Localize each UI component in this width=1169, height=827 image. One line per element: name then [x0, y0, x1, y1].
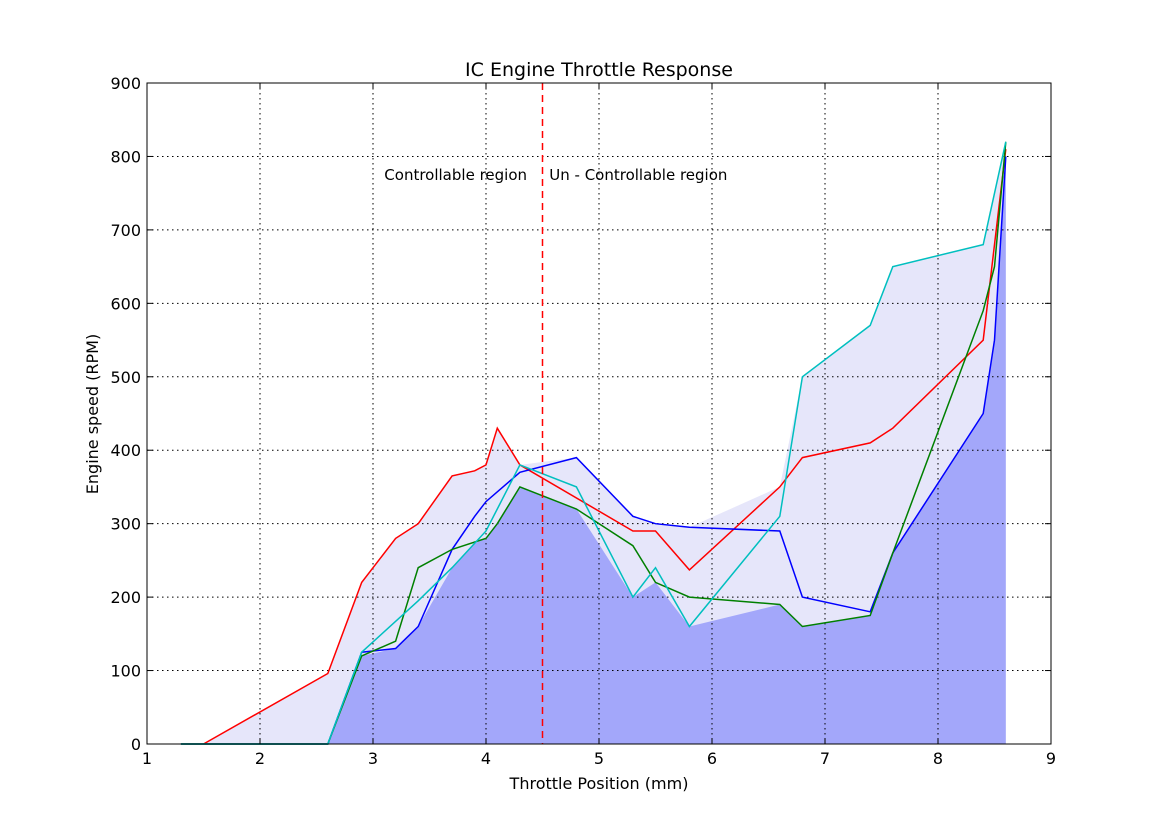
y-tick-label: 800 [110, 147, 141, 166]
y-tick-label: 900 [110, 74, 141, 93]
y-tick-label: 500 [110, 368, 141, 387]
y-tick-label: 100 [110, 662, 141, 681]
series-line-3 [180, 141, 1007, 745]
y-tick-label: 0 [131, 735, 141, 754]
y-axis-label: Engine speed (RPM) [83, 334, 102, 494]
y-tick-label: 200 [110, 588, 141, 607]
x-tick-label: 6 [707, 749, 717, 768]
fill-envelope [180, 141, 1006, 745]
x-tick-label: 7 [820, 749, 830, 768]
annotation-1: Controllable region [384, 166, 527, 184]
annotation-2: Un - Controllable region [549, 166, 727, 184]
y-tick-label: 700 [110, 221, 141, 240]
series-line-4 [180, 141, 1007, 745]
x-tick-label: 9 [1046, 749, 1056, 768]
x-tick-label: 8 [933, 749, 943, 768]
y-tick-label: 600 [110, 294, 141, 313]
y-tick-label: 300 [110, 515, 141, 534]
x-tick-label: 2 [255, 749, 265, 768]
fill-lower [180, 156, 1006, 744]
x-tick-label: 1 [142, 749, 152, 768]
x-tick-label: 5 [594, 749, 604, 768]
chart-title: IC Engine Throttle Response [465, 59, 733, 81]
x-axis-label: Throttle Position (mm) [509, 774, 689, 793]
y-tick-label: 400 [110, 441, 141, 460]
plot-area: Controllable region Un - Controllable reg… [110, 74, 1056, 768]
x-tick-label: 4 [481, 749, 491, 768]
x-tick-label: 3 [368, 749, 378, 768]
